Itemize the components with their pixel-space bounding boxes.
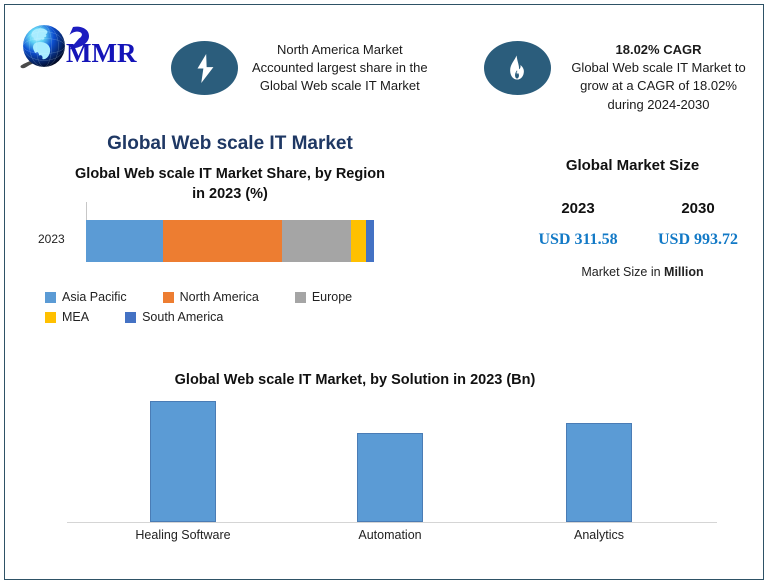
svg-text:MMR: MMR bbox=[66, 38, 137, 68]
